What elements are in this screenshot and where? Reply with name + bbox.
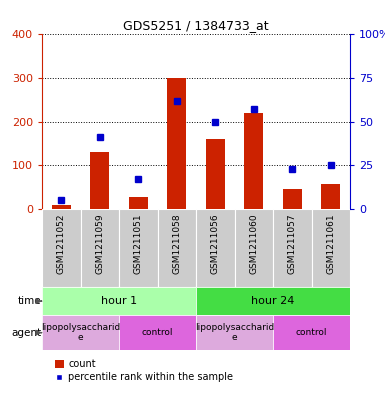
Bar [119, 315, 196, 350]
Legend: count, percentile rank within the sample: count, percentile rank within the sample [55, 359, 233, 382]
Text: GSM1211058: GSM1211058 [172, 213, 181, 274]
Bar [244, 113, 263, 209]
Text: control: control [142, 328, 173, 337]
Bar [157, 209, 196, 287]
Bar [90, 152, 109, 209]
Bar [80, 209, 119, 287]
Bar [42, 287, 196, 315]
Text: lipopolysaccharid
e: lipopolysaccharid e [41, 323, 120, 342]
Text: GSM1211057: GSM1211057 [288, 213, 297, 274]
Text: GSM1211056: GSM1211056 [211, 213, 220, 274]
Title: GDS5251 / 1384733_at: GDS5251 / 1384733_at [123, 18, 269, 31]
Bar [52, 205, 71, 209]
Bar [196, 287, 350, 315]
Bar [42, 209, 80, 287]
Bar [119, 209, 157, 287]
Bar [283, 189, 302, 209]
Text: GSM1211059: GSM1211059 [95, 213, 104, 274]
Bar [129, 197, 148, 209]
Bar [234, 209, 273, 287]
Text: GSM1211051: GSM1211051 [134, 213, 143, 274]
Bar [167, 78, 186, 209]
Text: control: control [296, 328, 327, 337]
Bar [206, 139, 225, 209]
Text: lipopolysaccharid
e: lipopolysaccharid e [195, 323, 274, 342]
Bar [321, 184, 340, 209]
Bar [273, 315, 350, 350]
Text: hour 24: hour 24 [251, 296, 295, 306]
Text: GSM1211060: GSM1211060 [249, 213, 258, 274]
Bar [273, 209, 311, 287]
Text: GSM1211052: GSM1211052 [57, 213, 66, 274]
Text: time: time [18, 296, 41, 306]
Bar [196, 315, 273, 350]
Bar [42, 315, 119, 350]
Text: GSM1211061: GSM1211061 [326, 213, 335, 274]
Text: hour 1: hour 1 [101, 296, 137, 306]
Bar [196, 209, 234, 287]
Text: agent: agent [11, 328, 41, 338]
Bar [311, 209, 350, 287]
